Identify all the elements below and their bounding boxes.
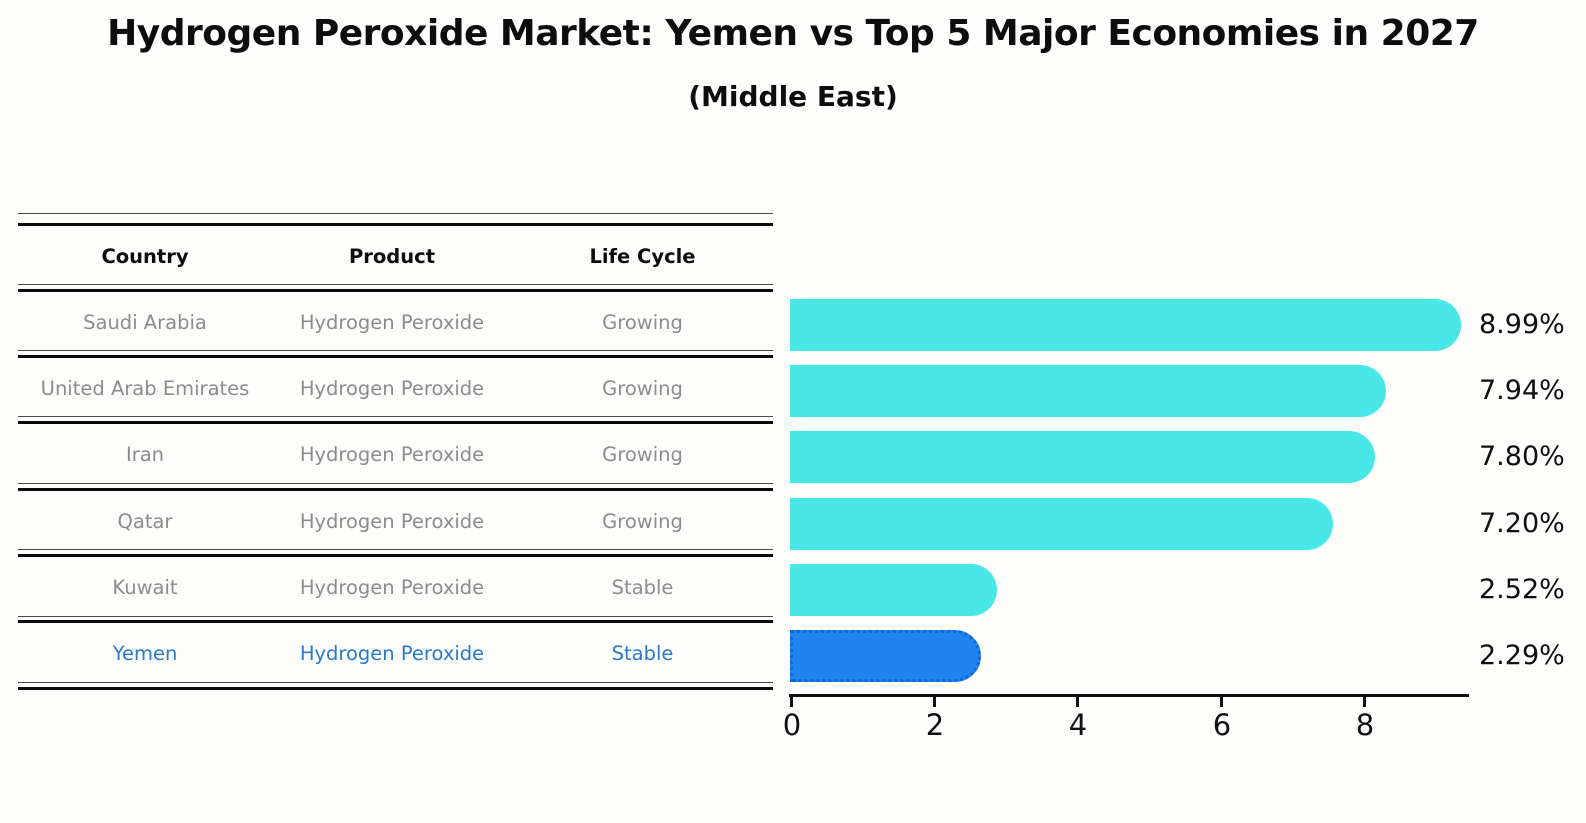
table-row-iran: Iran Hydrogen Peroxide Growing xyxy=(18,421,773,487)
table-rule xyxy=(18,289,773,292)
table-row-qatar: Qatar Hydrogen Peroxide Growing xyxy=(18,488,773,554)
lifecycle-cell: Growing xyxy=(602,509,683,533)
bar-kuwait xyxy=(790,564,997,616)
lifecycle-cell: Growing xyxy=(602,442,683,466)
x-tick-label-2: 2 xyxy=(925,708,945,742)
product-cell: Hydrogen Peroxide xyxy=(299,641,485,665)
table-rule xyxy=(18,355,773,358)
chart-subtitle: (Middle East) xyxy=(688,80,898,113)
table-row-yemen: Yemen Hydrogen Peroxide Stable xyxy=(18,620,773,686)
x-axis-tick xyxy=(933,694,936,707)
product-cell: Hydrogen Peroxide xyxy=(299,509,485,533)
chart-title: Hydrogen Peroxide Market: Yemen vs Top 5… xyxy=(107,13,1479,54)
column-header-country: Country xyxy=(101,244,189,268)
country-cell: United Arab Emirates xyxy=(40,376,250,400)
table-rule-thin xyxy=(18,483,773,484)
country-cell: Qatar xyxy=(117,509,173,533)
table-rule-thin xyxy=(18,682,773,683)
country-cell: Saudi Arabia xyxy=(83,310,207,334)
table-rule xyxy=(18,421,773,424)
table-rule-thin xyxy=(18,416,773,417)
table-row-saudi-arabia: Saudi Arabia Hydrogen Peroxide Growing xyxy=(18,289,773,355)
product-cell: Hydrogen Peroxide xyxy=(299,442,485,466)
table-rule xyxy=(18,687,773,690)
value-label-saudi-arabia: 8.99% xyxy=(1479,309,1565,340)
table-rule xyxy=(18,554,773,557)
lifecycle-cell: Growing xyxy=(602,310,683,334)
value-label-united-arab-emirates: 7.94% xyxy=(1479,375,1565,406)
product-cell: Hydrogen Peroxide xyxy=(299,310,485,334)
value-label-iran: 7.80% xyxy=(1479,441,1565,472)
table-rule-thin xyxy=(18,350,773,351)
lifecycle-cell: Stable xyxy=(611,575,674,599)
product-cell: Hydrogen Peroxide xyxy=(299,575,485,599)
column-header-product: Product xyxy=(348,244,436,268)
lifecycle-cell: Stable xyxy=(611,641,674,665)
bar-united-arab-emirates xyxy=(790,365,1386,417)
table-row-kuwait: Kuwait Hydrogen Peroxide Stable xyxy=(18,554,773,620)
lifecycle-cell: Growing xyxy=(602,376,683,400)
x-axis-tick xyxy=(790,694,793,707)
country-cell: Kuwait xyxy=(112,575,178,599)
x-tick-label-8: 8 xyxy=(1355,708,1375,742)
table-rule-thin xyxy=(18,616,773,617)
x-tick-label-4: 4 xyxy=(1068,708,1088,742)
bar-yemen xyxy=(790,630,981,682)
value-label-kuwait: 2.52% xyxy=(1479,574,1565,605)
bar-saudi-arabia xyxy=(790,299,1461,351)
x-axis-tick xyxy=(1076,694,1079,707)
bar-iran xyxy=(790,431,1375,483)
bar-qatar xyxy=(790,498,1333,550)
x-axis-tick xyxy=(1363,694,1366,707)
table-row-united-arab-emirates: United Arab Emirates Hydrogen Peroxide G… xyxy=(18,355,773,421)
x-axis-tick xyxy=(1220,694,1223,707)
table-rule xyxy=(18,223,773,226)
table-rule xyxy=(18,620,773,623)
country-cell: Iran xyxy=(125,442,165,466)
country-cell: Yemen xyxy=(112,641,178,665)
table-rule-thin xyxy=(18,284,773,285)
table-rule xyxy=(18,488,773,491)
table-rule-thin xyxy=(18,549,773,550)
x-tick-label-6: 6 xyxy=(1212,708,1232,742)
value-label-qatar: 7.20% xyxy=(1479,508,1565,539)
product-cell: Hydrogen Peroxide xyxy=(299,376,485,400)
x-tick-label-0: 0 xyxy=(782,708,802,742)
table-rule-thin xyxy=(18,213,773,214)
table-header-row: Country Product Life Cycle xyxy=(18,223,773,289)
value-label-yemen: 2.29% xyxy=(1479,640,1565,671)
column-header-lifecycle: Life Cycle xyxy=(589,244,696,268)
x-axis-line xyxy=(789,694,1469,697)
